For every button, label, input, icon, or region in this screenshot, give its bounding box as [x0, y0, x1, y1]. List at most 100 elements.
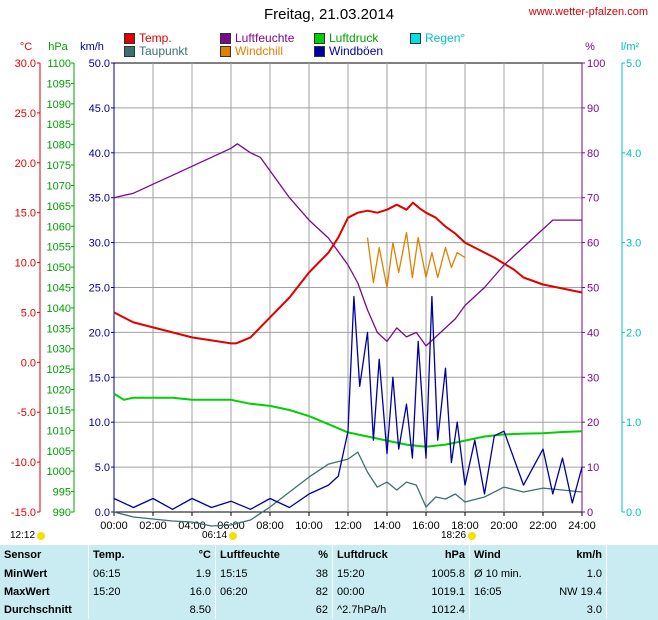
pressure-axis-tick-label: 1045	[47, 283, 71, 295]
rain-axis-tick-label: 1.0	[626, 417, 641, 429]
pressure-axis-tick-label: 1080	[47, 140, 71, 152]
legend-label: Regen°	[425, 31, 466, 45]
pressure-axis-tick-label: 1075	[47, 160, 71, 172]
legend-swatch	[220, 32, 231, 44]
col-temp: Temp.	[88, 545, 157, 565]
stats-table-panel: Sensor Temp. °C Luftfeuchte % Luftdruck …	[0, 545, 658, 620]
wind-unit: km/h	[80, 41, 104, 53]
x-tick-label: 24:00	[568, 520, 596, 532]
wind-axis-tick-label: 50.0	[89, 58, 110, 70]
temp-axis-tick-label: 20.0	[15, 158, 36, 170]
press-value: 1005.8	[431, 568, 465, 580]
rain-axis-tick-label: 3.0	[626, 238, 641, 250]
temp-axis-tick-label: 0.0	[21, 357, 36, 369]
legend-swatch	[410, 32, 421, 44]
legend-swatch	[314, 32, 325, 44]
sunrise-label: 06:14	[202, 530, 228, 541]
wind-time	[469, 601, 548, 619]
temp-time: 15:20	[88, 583, 157, 601]
pressure-axis-tick-label: 990	[53, 507, 71, 519]
wind-axis-tick-label: 25.0	[89, 283, 110, 295]
x-tick-label: 08:00	[256, 520, 284, 532]
wind-value: 1.0	[586, 568, 602, 580]
rain-axis-tick-label: 2.0	[626, 327, 641, 339]
humidity-axis-tick-label: 90	[587, 103, 599, 115]
rain-axis-tick-label: 5.0	[626, 58, 641, 70]
pressure-axis-tick-label: 1095	[47, 78, 71, 90]
col-wind-unit: km/h	[576, 549, 602, 561]
hum-value: 82	[315, 586, 328, 598]
site-link[interactable]: www.wetter-pfalzen.com	[528, 6, 648, 18]
humidity-axis-tick-label: 60	[587, 238, 599, 250]
pressure-axis-tick-label: 1005	[47, 446, 71, 458]
wind-axis-tick-label: 15.0	[89, 372, 110, 384]
x-tick-label: 18:00	[451, 520, 479, 532]
humidity-axis-tick-label: 50	[587, 283, 599, 295]
row-label: MaxWert	[4, 586, 50, 598]
hum-time	[215, 601, 294, 619]
hum-value: 38	[315, 568, 328, 580]
humidity-axis-tick-label: 0	[587, 507, 593, 519]
temp-axis-tick-label: 5.0	[21, 307, 36, 319]
x-tick-label: 00:00	[100, 520, 128, 532]
series-line-windben	[113, 295, 583, 510]
press-value: 1019.1	[431, 586, 465, 598]
x-tick-label: 10:00	[295, 520, 323, 532]
wind-axis-tick-label: 0.0	[95, 507, 110, 519]
temp-axis-tick-label: 15.0	[15, 208, 36, 220]
temp-unit: °C	[20, 41, 32, 53]
x-tick-label: 22:00	[529, 520, 557, 532]
stats-table: Sensor Temp. °C Luftfeuchte % Luftdruck …	[0, 545, 658, 619]
col-sensor: Sensor	[4, 549, 42, 561]
temp-time: 06:15	[88, 565, 157, 583]
rain-axis-tick-label: 4.0	[626, 148, 641, 160]
humidity-axis-tick-label: 100	[587, 58, 605, 70]
legend-swatch	[314, 45, 325, 57]
legend-rain: Regen°	[410, 31, 465, 45]
pressure-axis-tick-label: 1025	[47, 364, 71, 376]
press-time: ^2.7hPa/h	[332, 601, 411, 619]
moon-time: 12:12	[10, 530, 46, 541]
temp-axis-tick-label: 30.0	[15, 58, 36, 70]
rain-unit: l/m²	[621, 41, 640, 53]
temp-axis-tick-label: -5.0	[17, 407, 36, 419]
wind-axis-tick-label: 35.0	[89, 193, 110, 205]
pressure-unit: hPa	[48, 41, 68, 53]
legend-windchill: Windchill	[220, 44, 283, 58]
series-line-taupunkt	[113, 451, 583, 527]
hum-value: 62	[315, 604, 328, 616]
x-tick-label: 12:00	[334, 520, 362, 532]
legend-label: Windchill	[235, 44, 284, 58]
legend-label: Luftfeuchte	[235, 31, 295, 45]
row-label: Durchschnitt	[4, 604, 72, 616]
sunset-label: 18:26	[441, 530, 467, 541]
pressure-axis-tick-label: 1040	[47, 303, 71, 315]
col-press: Luftdruck	[332, 545, 411, 565]
x-tick-label: 16:00	[412, 520, 440, 532]
hum-time: 15:15	[215, 565, 294, 583]
legend-label: Temp.	[139, 31, 172, 45]
humidity-axis-tick-label: 80	[587, 148, 599, 160]
hum-time: 06:20	[215, 583, 294, 601]
sunrise-time: 06:14	[202, 530, 238, 541]
pressure-axis-tick-label: 1065	[47, 201, 71, 213]
col-hum-unit: %	[318, 549, 328, 561]
wind-axis-tick-label: 40.0	[89, 148, 110, 160]
legend-swatch	[124, 45, 135, 57]
col-wind: Wind	[469, 545, 548, 565]
legend-humidity: Luftfeuchte	[220, 31, 294, 45]
legend-label: Luftdruck	[329, 31, 379, 45]
x-tick-label: 02:00	[139, 520, 167, 532]
humidity-axis-tick-label: 40	[587, 327, 599, 339]
pressure-axis-tick-label: 1000	[47, 466, 71, 478]
humidity-axis-tick-label: 30	[587, 372, 599, 384]
pressure-axis-tick-label: 1050	[47, 262, 71, 274]
pressure-axis-tick-label: 1060	[47, 221, 71, 233]
legend-temp: Temp.	[124, 31, 172, 45]
legend-label: Windböen	[329, 44, 384, 58]
moon-icon	[37, 531, 46, 540]
humidity-axis-tick-label: 70	[587, 193, 599, 205]
weather-chart: 00:00 02:00 04:00 06:00 08:00 10:00 12:00 14:00…	[10, 6, 648, 541]
wind-axis-tick-label: 30.0	[89, 238, 110, 250]
pressure-axis-tick-label: 1035	[47, 323, 71, 335]
